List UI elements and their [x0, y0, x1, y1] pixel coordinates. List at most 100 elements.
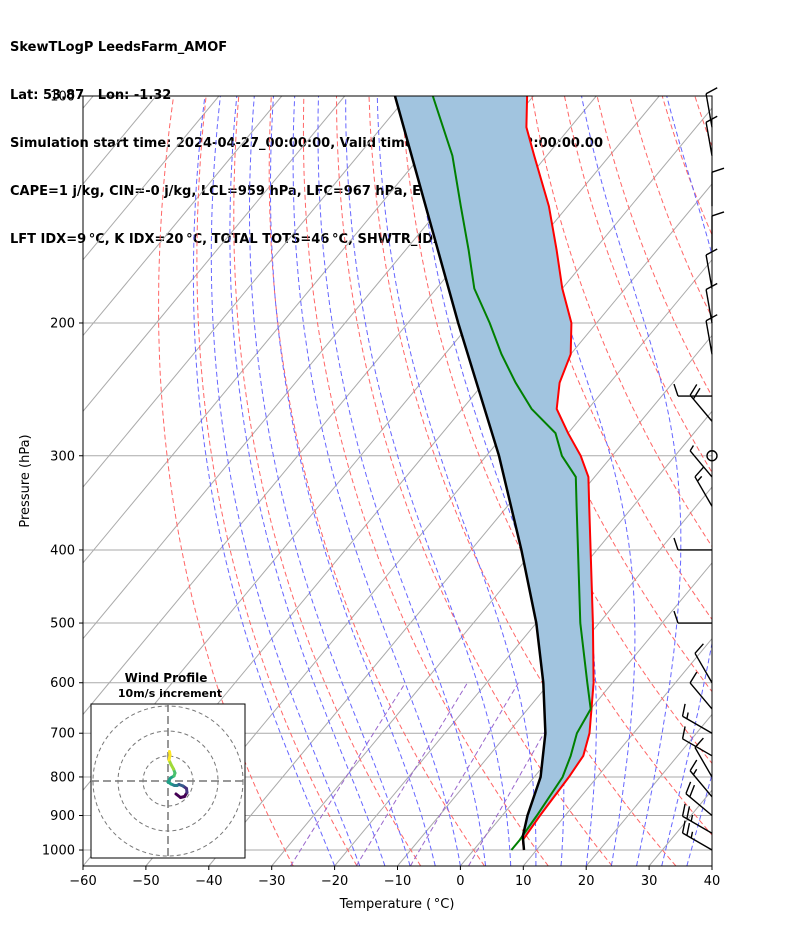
y-axis-label: Pressure (hPa) [18, 434, 33, 527]
x-tick-label: 0 [456, 874, 464, 889]
moist-adiabat [376, 96, 537, 866]
isotherm [397, 486, 712, 866]
dry-adiabat [336, 96, 613, 866]
mixing-ratio-line [290, 682, 406, 866]
wind-barb [681, 703, 713, 734]
wind-barb [689, 384, 713, 422]
y-tick-label: 700 [50, 727, 75, 742]
dry-adiabat [727, 96, 794, 866]
moist-adiabat [192, 96, 336, 866]
y-tick-label: 300 [50, 449, 75, 464]
x-tick-label: −30 [258, 874, 285, 889]
y-tick-label: 600 [50, 676, 75, 691]
profile-lines [393, 96, 595, 851]
moist-adiabat [249, 96, 411, 866]
isotherm [711, 865, 712, 866]
y-tick-label: 1000 [42, 844, 75, 859]
hodograph-subtitle: 10m/s increment [118, 687, 222, 700]
wind-barb [694, 643, 713, 684]
isotherm [648, 789, 712, 866]
hodograph-inset: Wind Profile 10m/s increment [90, 671, 246, 859]
moist-adiabat [210, 96, 361, 866]
wind-barb [689, 671, 713, 710]
y-tick-label: 900 [50, 809, 75, 824]
x-tick-label: −60 [69, 874, 96, 889]
chart-title: SkewTLogP LeedsFarm_AMOF [10, 40, 228, 55]
wind-barb [681, 803, 713, 834]
y-tick-label: 100 [50, 90, 75, 105]
dry-adiabat [629, 96, 712, 319]
wind-barb [673, 383, 712, 397]
wind-barb [689, 445, 713, 478]
cape-fill [395, 96, 594, 850]
isotherm [83, 96, 94, 109]
dry-adiabat [694, 96, 712, 148]
x-tick-label: −50 [132, 874, 159, 889]
moist-adiabat [581, 96, 682, 866]
isotherm [83, 96, 283, 337]
y-tick-label: 500 [50, 617, 75, 632]
wind-barb [673, 537, 712, 551]
y-tick-label: 200 [50, 316, 75, 331]
mixing-ratio-line [355, 682, 468, 866]
wind-barb [694, 466, 713, 507]
hodograph-title: Wind Profile [125, 671, 208, 685]
moist-adiabat [513, 96, 636, 866]
moist-adiabat [345, 96, 512, 866]
x-tick-label: 40 [704, 874, 721, 889]
wind-barb [694, 737, 713, 778]
moist-adiabat [317, 96, 487, 866]
wind-barb [673, 610, 712, 624]
mixing-ratio-line [409, 682, 519, 866]
dry-adiabat [268, 96, 485, 866]
x-tick-label: −20 [321, 874, 348, 889]
isotherm [83, 96, 220, 261]
isotherm [271, 334, 712, 866]
wind-barb [689, 759, 713, 798]
dry-adiabat [661, 96, 712, 237]
x-tick-label: 10 [515, 874, 532, 889]
wind-barb [711, 167, 725, 207]
x-tick-label: 30 [641, 874, 658, 889]
isotherm [585, 713, 712, 866]
isotherm [83, 96, 408, 488]
moist-adiabat [711, 864, 712, 866]
wind-barb [685, 781, 713, 817]
axes: −60 −50 −40 −30 −20 −10 0 10 20 30 40 1000 900 800 700… [42, 90, 720, 890]
moist-adiabat [661, 96, 712, 866]
x-axis-label: Temperature ( °C) [339, 897, 455, 912]
dry-adiabat [401, 96, 712, 836]
hodograph-plot [91, 704, 245, 858]
dry-adiabat [158, 96, 294, 866]
wind-barb [711, 211, 725, 250]
y-tick-label: 800 [50, 770, 75, 785]
dry-adiabat [760, 96, 794, 866]
x-tick-label: −10 [384, 874, 411, 889]
dry-adiabat [233, 96, 422, 866]
isotherm [83, 96, 534, 640]
wind-barb [681, 726, 713, 757]
dewpoint-line [431, 96, 592, 851]
isotherm [83, 96, 471, 564]
wind-barb [705, 87, 718, 128]
cape-fill-layer [395, 96, 594, 850]
isotherm [83, 96, 346, 413]
x-tick-label: 20 [578, 874, 595, 889]
x-tick-label: −40 [195, 874, 222, 889]
temperature-line [521, 96, 595, 851]
isotherm [334, 410, 712, 866]
hodograph-segment [168, 750, 172, 757]
parcel-line [393, 96, 547, 851]
wind-barbs [673, 87, 725, 851]
mixing-ratio-line [468, 682, 574, 866]
moist-adiabat [270, 96, 436, 866]
y-tick-label: 400 [50, 543, 75, 558]
wind-barb [681, 820, 713, 851]
moist-adiabat [229, 96, 386, 866]
moist-adiabat [292, 96, 461, 866]
dry-adiabat [564, 96, 712, 474]
dry-adiabat [196, 96, 358, 866]
dry-adiabat [302, 96, 549, 866]
moist-adiabat [414, 96, 565, 866]
